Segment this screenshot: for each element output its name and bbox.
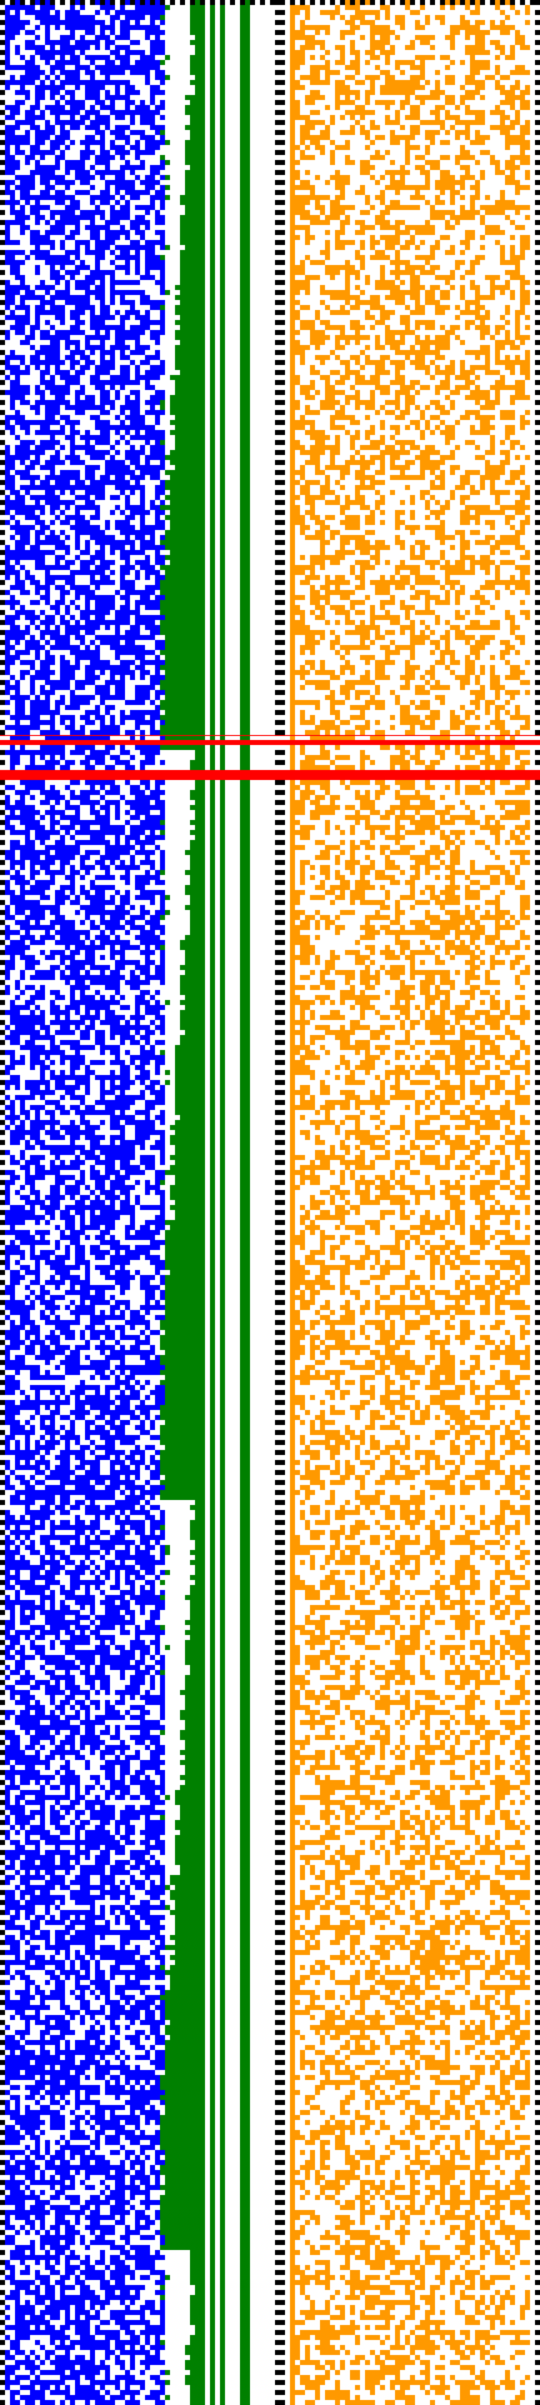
matrix-visualization-canvas	[0, 0, 540, 2405]
